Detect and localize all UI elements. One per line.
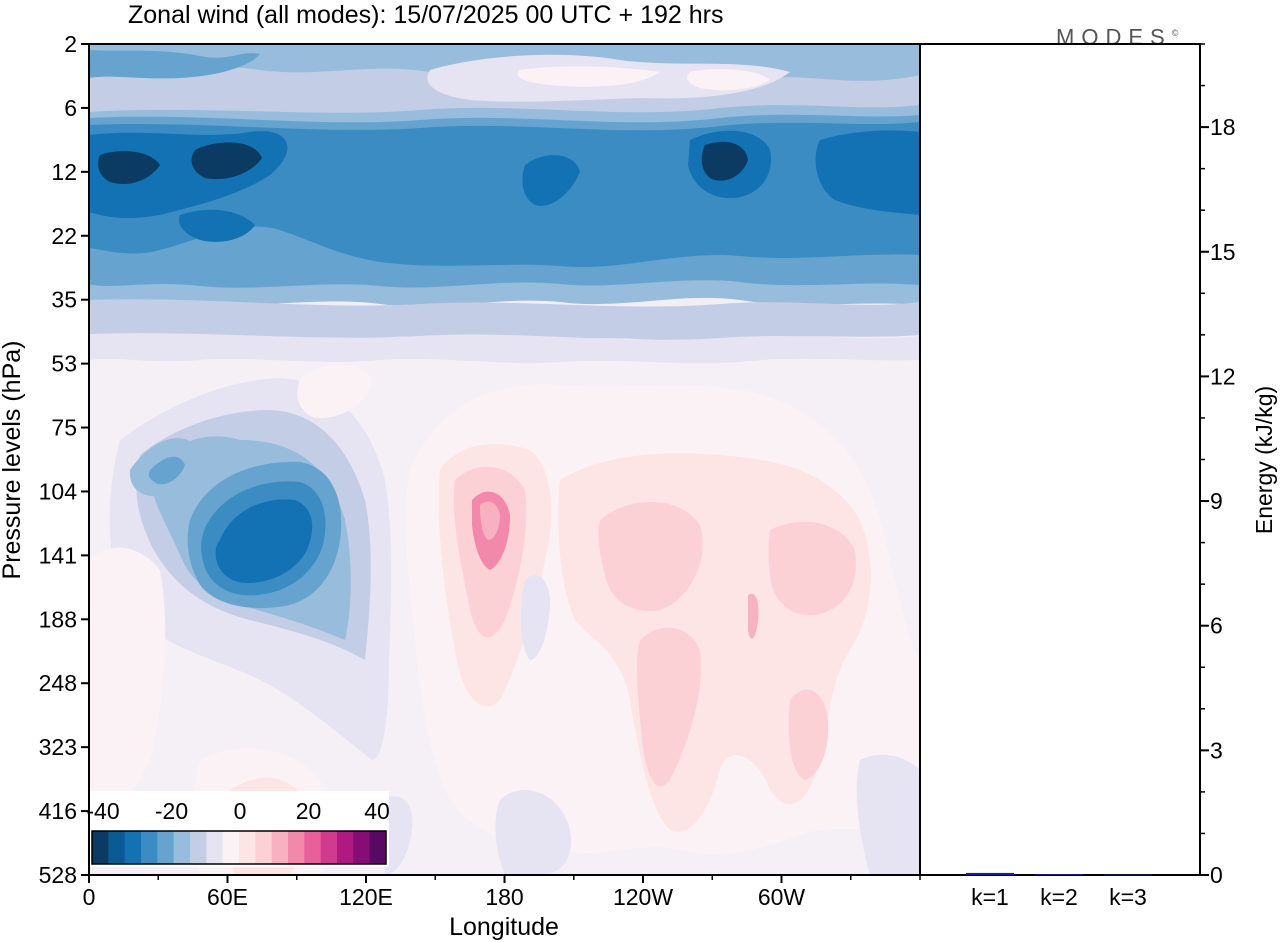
colorbar-label: -40 (86, 798, 119, 824)
energy-tick-label: 3 (1210, 737, 1223, 763)
energy-category-label: k=2 (1040, 884, 1078, 910)
x-tick-label: 120W (613, 884, 673, 910)
energy-bars: k=1 k=2 k=3 (966, 872, 1152, 910)
energy-axis: 0 3 6 9 12 15 18 (1200, 43, 1236, 888)
energy-axis-label: Energy (kJ/kg) (1251, 386, 1277, 534)
y-tick-label: 22 (51, 223, 77, 249)
colorbar-swatch (124, 831, 142, 864)
energy-category-label: k=1 (971, 884, 1009, 910)
energy-bar (966, 872, 1014, 875)
energy-tick-label: 0 (1210, 862, 1223, 888)
y-axis-label: Pressure levels (hPa) (0, 341, 26, 580)
colorbar-swatch (141, 831, 158, 864)
x-tick-label: 0 (83, 884, 96, 910)
zonal-wind-field (89, 44, 920, 875)
x-tick-label: 60E (207, 884, 248, 910)
energy-tick-label: 9 (1210, 488, 1223, 514)
energy-tick-label: 15 (1210, 239, 1236, 265)
y-tick-label: 12 (51, 159, 77, 185)
colorbar-swatch (108, 831, 126, 864)
colorbar-swatch (92, 831, 109, 864)
colorbar-swatch (369, 831, 387, 864)
y-tick-label: 416 (39, 798, 77, 824)
colorbar-label: 20 (296, 798, 322, 824)
y-tick-label: 2 (64, 31, 77, 57)
y-tick-label: 35 (51, 287, 77, 313)
colorbar: -40 -20 0 20 40 (86, 791, 390, 867)
colorbar-label: -20 (155, 798, 188, 824)
colorbar-swatch (337, 831, 354, 864)
colorbar-swatch (288, 831, 305, 864)
y-tick-label: 141 (39, 542, 77, 568)
colorbar-swatch (320, 831, 338, 864)
chart-title: Zonal wind (all modes): 15/07/2025 00 UT… (128, 1, 724, 29)
colorbar-swatch (304, 831, 322, 864)
colorbar-frame (91, 830, 387, 865)
y-tick-label: 53 (51, 351, 77, 377)
energy-bar (1035, 874, 1083, 876)
colorbar-swatch (271, 831, 289, 864)
y-tick-label: 188 (39, 606, 77, 632)
colorbar-label: 0 (234, 798, 247, 824)
colorbar-swatch (222, 831, 240, 864)
y-tick-label: 75 (51, 415, 77, 441)
y-tick-label: 323 (39, 734, 77, 760)
colorbar-swatch (173, 831, 191, 864)
x-axis-label: Longitude (449, 913, 559, 941)
colorbar-swatch (206, 831, 224, 864)
colorbar-swatch (239, 831, 256, 864)
x-tick-label: 180 (485, 884, 523, 910)
y-tick-label: 248 (39, 670, 77, 696)
energy-tick-label: 6 (1210, 613, 1223, 639)
colorbar-swatch (190, 831, 207, 864)
y-tick-label: 104 (39, 478, 78, 504)
colorbar-swatch (255, 831, 273, 864)
x-axis: 0 60E 120E 180 120W 60W (83, 875, 921, 910)
energy-panel-frame (919, 43, 1201, 876)
x-tick-label: 60W (758, 884, 806, 910)
x-tick-label: 120E (339, 884, 393, 910)
modes-logo: MODES© (1056, 24, 1179, 50)
colorbar-label: 40 (364, 798, 390, 824)
y-tick-label: 6 (64, 95, 77, 121)
colorbar-swatch (353, 831, 371, 864)
energy-category-label: k=3 (1109, 884, 1147, 910)
colorbar-swatch (157, 831, 175, 864)
energy-bar (1104, 874, 1152, 876)
energy-tick-label: 12 (1210, 363, 1236, 389)
y-axis: 2 6 12 22 35 53 75 104 141 188 248 323 416 528 (39, 31, 89, 888)
energy-tick-label: 18 (1210, 114, 1236, 140)
y-tick-label: 528 (39, 862, 77, 888)
